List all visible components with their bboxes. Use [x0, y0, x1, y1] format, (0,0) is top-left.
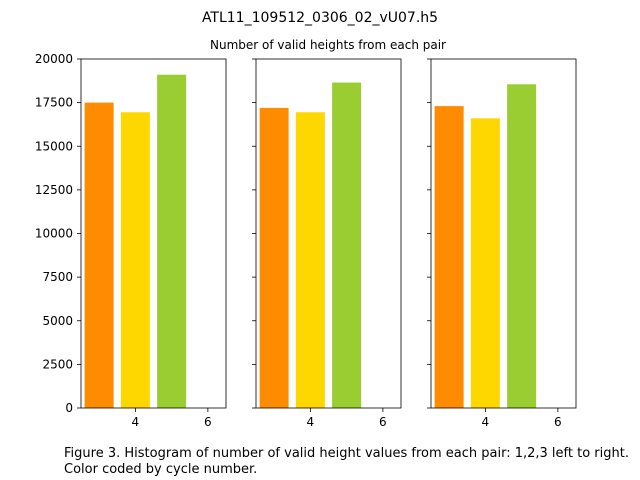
bar-panel2-x5: [332, 82, 362, 409]
bar-panel2-x3: [259, 107, 289, 409]
y-tick-label: 12500: [35, 183, 73, 197]
y-tick-label: 5000: [42, 314, 73, 328]
bar-panel3-x5: [507, 84, 537, 409]
y-tick-label: 15000: [35, 139, 73, 153]
bar-panel3-x4: [470, 118, 500, 408]
y-tick-label: 7500: [42, 270, 73, 284]
x-tick-label: 4: [132, 415, 140, 429]
bar-panel1-x3: [84, 102, 114, 408]
y-tick-label: 0: [65, 401, 73, 415]
chart-subtitle: Number of valid heights from each pair: [210, 38, 446, 52]
y-tick-label: 20000: [35, 52, 73, 66]
x-tick-label: 6: [554, 415, 562, 429]
chart-panel-1: 4 6 0 2500 5000 7500 10000 12500 15000 17500 20000: [35, 52, 227, 429]
y-tick-label: 2500: [42, 357, 73, 371]
bar-panel1-x5: [157, 74, 187, 408]
x-tick-label: 4: [307, 415, 315, 429]
x-tick-label: 4: [482, 415, 490, 429]
y-tick-label: 17500: [35, 96, 73, 110]
x-tick-label: 6: [379, 415, 387, 429]
y-tick-label: 10000: [35, 227, 73, 241]
bar-panel2-x4: [295, 112, 325, 408]
x-tick-label: 6: [204, 415, 212, 429]
figure-caption: Figure 3. Histogram of number of valid h…: [64, 446, 629, 477]
figure-title: ATL11_109512_0306_02_vU07.h5: [202, 10, 438, 26]
bar-panel3-x3: [434, 106, 464, 409]
bar-panel1-x4: [120, 112, 150, 408]
